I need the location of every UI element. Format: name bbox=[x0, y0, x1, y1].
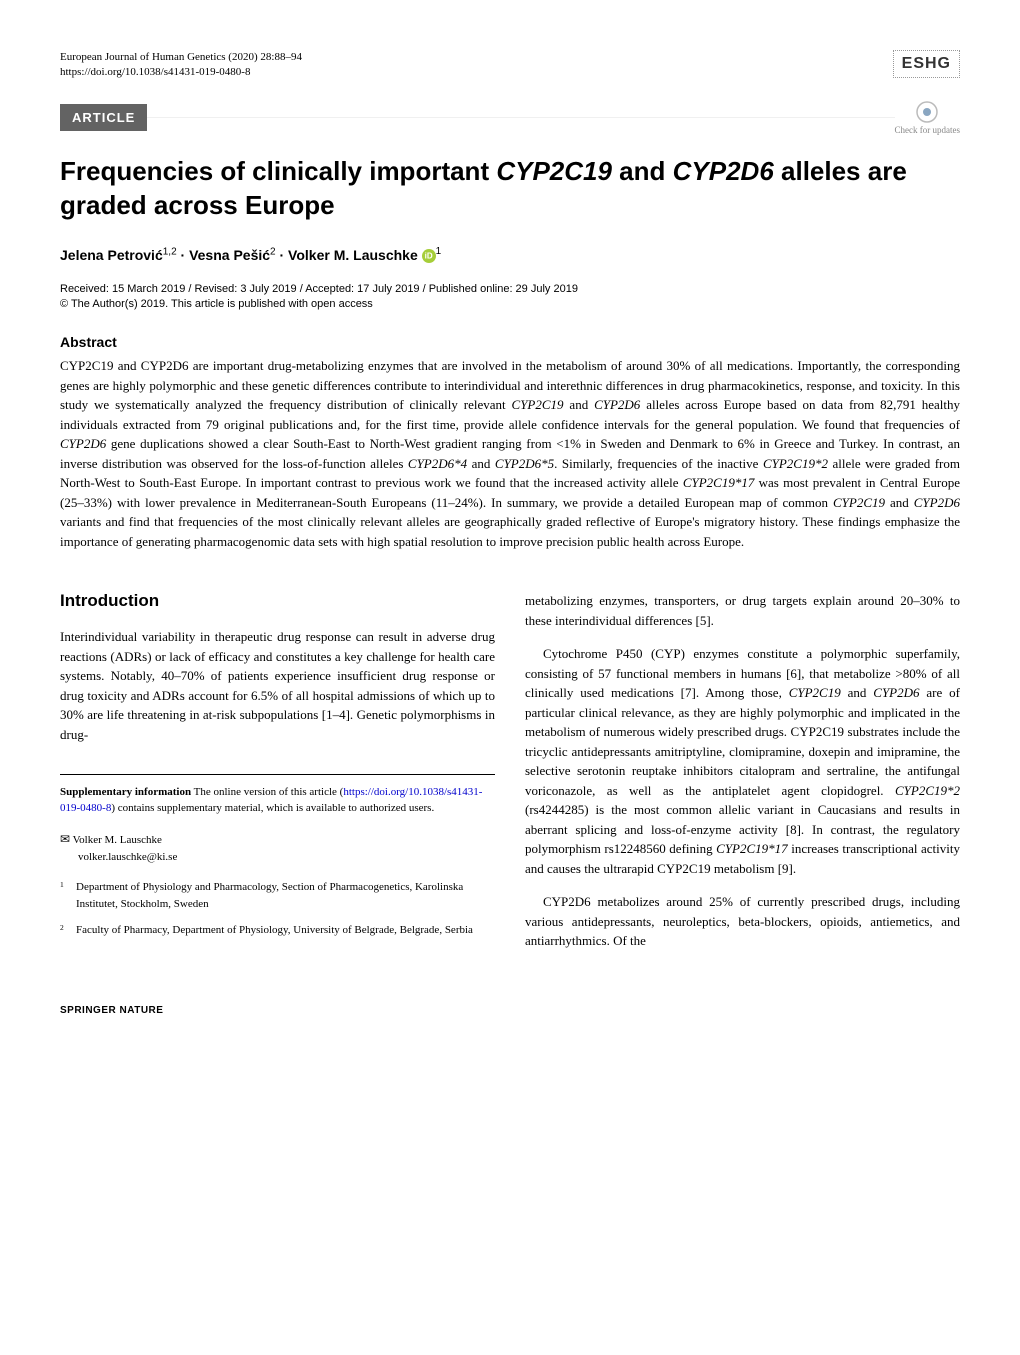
article-title: Frequencies of clinically important CYP2… bbox=[60, 155, 960, 223]
abstract-heading: Abstract bbox=[60, 334, 960, 350]
check-updates-badge[interactable]: Check for updates bbox=[895, 101, 960, 135]
supp-text-after: ) contains supplementary material, which… bbox=[111, 802, 434, 814]
authors: Jelena Petrović1,2 · Vesna Pešić2 · Volk… bbox=[60, 246, 960, 263]
corr-name: Volker M. Lauschke bbox=[73, 834, 162, 846]
doi-link[interactable]: https://doi.org/10.1038/s41431-019-0480-… bbox=[60, 65, 302, 80]
left-column: Introduction Interindividual variability… bbox=[60, 591, 495, 965]
check-updates-label: Check for updates bbox=[895, 125, 960, 135]
authors-list: Jelena Petrović1,2 · Vesna Pešić2 · Volk… bbox=[60, 247, 422, 263]
publisher-footer: SPRINGER NATURE bbox=[60, 1005, 960, 1016]
intro-right-p2: Cytochrome P450 (CYP) enzymes constitute… bbox=[525, 644, 960, 878]
aff-num-1: 1 bbox=[60, 879, 76, 912]
article-type-row: ARTICLE Check for updates bbox=[60, 101, 960, 135]
article-type-label: ARTICLE bbox=[60, 104, 147, 131]
publication-dates: Received: 15 March 2019 / Revised: 3 Jul… bbox=[60, 283, 960, 295]
copyright-line: © The Author(s) 2019. This article is pu… bbox=[60, 298, 960, 310]
supplementary-info: Supplementary information The online ver… bbox=[60, 774, 495, 816]
supp-label: Supplementary information bbox=[60, 786, 191, 798]
author-affil-sup: 1 bbox=[436, 246, 442, 257]
article-label-divider bbox=[147, 117, 894, 118]
abstract-text: CYP2C19 and CYP2D6 are important drug-me… bbox=[60, 356, 960, 551]
aff-num-2: 2 bbox=[60, 922, 76, 939]
header-row: European Journal of Human Genetics (2020… bbox=[60, 50, 960, 81]
envelope-icon: ✉ bbox=[60, 832, 70, 846]
two-column-body: Introduction Interindividual variability… bbox=[60, 591, 960, 965]
intro-right-p1: metabolizing enzymes, transporters, or d… bbox=[525, 591, 960, 630]
affiliations: 1 Department of Physiology and Pharmacol… bbox=[60, 879, 495, 939]
aff-text-2: Faculty of Pharmacy, Department of Physi… bbox=[76, 922, 473, 939]
orcid-icon[interactable] bbox=[422, 249, 436, 263]
aff-text-1: Department of Physiology and Pharmacolog… bbox=[76, 879, 495, 912]
check-updates-icon bbox=[916, 101, 938, 123]
introduction-heading: Introduction bbox=[60, 591, 495, 611]
affiliation-1: 1 Department of Physiology and Pharmacol… bbox=[60, 879, 495, 912]
journal-info: European Journal of Human Genetics (2020… bbox=[60, 50, 302, 81]
eshg-logo: ESHG bbox=[893, 50, 960, 78]
intro-left-p1: Interindividual variability in therapeut… bbox=[60, 627, 495, 744]
supp-text: The online version of this article ( bbox=[191, 786, 343, 798]
affiliation-2: 2 Faculty of Pharmacy, Department of Phy… bbox=[60, 922, 495, 939]
right-column: metabolizing enzymes, transporters, or d… bbox=[525, 591, 960, 965]
intro-right-p3: CYP2D6 metabolizes around 25% of current… bbox=[525, 892, 960, 951]
journal-citation: European Journal of Human Genetics (2020… bbox=[60, 50, 302, 65]
corresponding-author: ✉ Volker M. Lauschke volker.lauschke@ki.… bbox=[60, 830, 495, 865]
corr-email[interactable]: volker.lauschke@ki.se bbox=[78, 851, 177, 863]
